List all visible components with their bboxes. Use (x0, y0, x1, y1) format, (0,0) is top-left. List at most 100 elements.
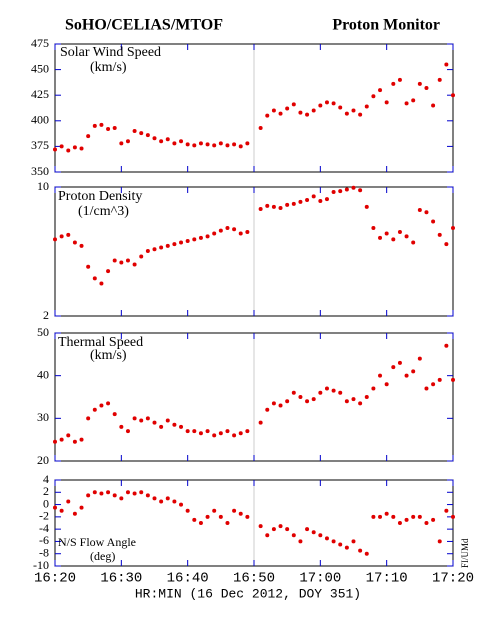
x-axis-label: HR:MIN (16 Dec 2012, DOY 351) (135, 586, 361, 601)
point (66, 433, 71, 438)
point (324, 100, 329, 105)
point (119, 496, 124, 501)
point (411, 240, 416, 245)
point (106, 126, 111, 131)
point (417, 514, 422, 519)
point (212, 231, 217, 236)
y-tick-label: -2 (39, 509, 49, 523)
y-tick-label: 20 (37, 453, 49, 467)
point (159, 245, 164, 250)
point (125, 429, 130, 434)
point (225, 521, 230, 525)
y-tick-label: 2 (43, 484, 49, 498)
y-tick-label: 0 (43, 496, 49, 510)
point (311, 108, 316, 113)
y-tick-label: 400 (31, 113, 49, 127)
point (285, 202, 290, 207)
point (271, 401, 276, 406)
point (364, 395, 369, 399)
point (311, 397, 316, 402)
point (271, 204, 276, 209)
point (391, 237, 396, 242)
y-tick-label: 30 (37, 410, 49, 424)
point (218, 228, 223, 233)
point (245, 230, 250, 235)
point (424, 86, 429, 91)
point (112, 125, 117, 130)
point (132, 262, 137, 267)
point (198, 521, 203, 525)
point (391, 365, 396, 370)
title-right: Proton Monitor (332, 17, 440, 34)
point (125, 490, 130, 495)
point (364, 551, 369, 556)
point (238, 431, 243, 436)
point (198, 141, 203, 146)
point (424, 210, 429, 215)
point (285, 399, 290, 404)
point (185, 142, 190, 147)
point (152, 496, 157, 501)
point (358, 401, 363, 406)
point (165, 496, 170, 501)
y-tick-label: 375 (31, 138, 49, 152)
point (411, 369, 416, 374)
point (311, 530, 316, 535)
point (79, 505, 84, 510)
y-tick-label: 450 (31, 61, 49, 75)
point (205, 234, 210, 239)
point (404, 234, 409, 239)
point (424, 386, 429, 391)
point (278, 524, 283, 529)
point (72, 145, 77, 150)
point (397, 521, 402, 525)
point (411, 98, 416, 103)
panel-label: N/S Flow Angle (58, 535, 136, 549)
point (232, 433, 237, 438)
point (232, 142, 237, 147)
panel-unit: (km/s) (90, 60, 127, 75)
y-tick-label: -8 (39, 545, 49, 559)
point (66, 148, 71, 153)
point (192, 143, 197, 148)
point (198, 431, 203, 436)
point (285, 527, 290, 532)
point (424, 521, 429, 525)
point (358, 112, 363, 117)
point (338, 542, 343, 547)
point (165, 137, 170, 142)
point (106, 401, 111, 406)
point (79, 146, 84, 151)
point (331, 539, 336, 544)
point (99, 403, 104, 408)
point (444, 242, 449, 247)
point (119, 141, 124, 146)
point (72, 511, 77, 516)
x-tick-label: 16:30 (100, 571, 142, 587)
point (72, 240, 77, 245)
point (79, 243, 84, 248)
point (278, 205, 283, 210)
panel-unit: (km/s) (90, 348, 127, 363)
point (53, 147, 57, 152)
point (378, 88, 383, 93)
point (298, 110, 303, 115)
panel-unit: (1/cm^3) (78, 204, 129, 219)
y-tick-label: 2 (43, 308, 49, 322)
point (92, 123, 97, 128)
y-tick-label: 4 (43, 472, 49, 486)
point (225, 429, 230, 434)
point (331, 101, 336, 106)
point (351, 108, 356, 113)
panel-unit: (deg) (90, 549, 115, 563)
point (218, 514, 223, 519)
point (358, 188, 363, 193)
point (384, 511, 389, 516)
point (331, 388, 336, 393)
point (238, 511, 243, 516)
point (311, 194, 316, 199)
point (232, 508, 237, 513)
point (59, 234, 64, 239)
point (53, 505, 57, 510)
point (185, 238, 190, 243)
